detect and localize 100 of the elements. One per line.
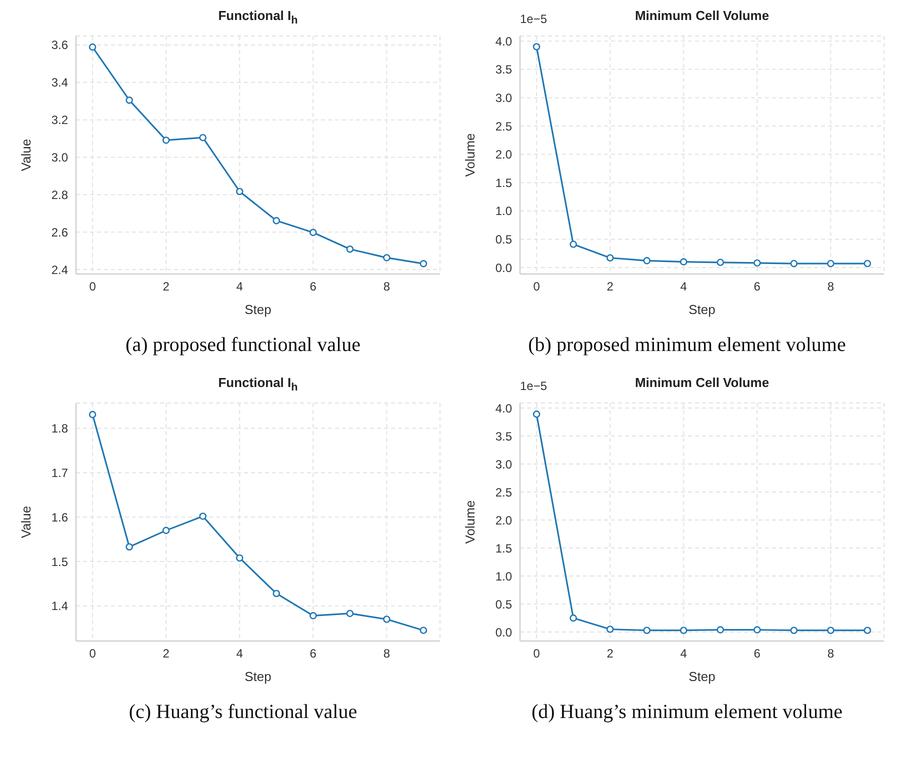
y-tick-label: 3.5 (495, 62, 512, 77)
y-tick-label: 1.0 (495, 204, 512, 218)
point (680, 258, 688, 266)
x-tick-label: 0 (89, 646, 96, 661)
point (643, 257, 650, 264)
y-tick-label: 1.5 (495, 176, 512, 190)
y-tick-label: 1.7 (51, 466, 68, 480)
point (643, 626, 650, 634)
y-tick-label: 2.6 (51, 225, 68, 240)
y-tick-label: 0.0 (495, 260, 512, 275)
point (420, 260, 428, 268)
point (236, 188, 244, 196)
y-axis-title: Volume (462, 133, 478, 177)
point (383, 254, 390, 262)
point (864, 260, 872, 268)
x-tick-label: 8 (383, 646, 390, 661)
point (532, 43, 540, 50)
x-tick-label: 4 (236, 280, 244, 294)
point (126, 543, 133, 551)
point (346, 245, 354, 253)
y-tick-label: 2.5 (495, 119, 512, 134)
x-tick-label: 4 (680, 280, 688, 294)
y-tick-label: 4.0 (495, 401, 512, 416)
text: 1e−5 (520, 379, 548, 393)
x-tick-label: 0 (89, 280, 96, 294)
y-tick-label: 0.5 (495, 597, 512, 612)
x-tick-label: 8 (827, 646, 834, 661)
text: (c) Huang’s functional value (128, 701, 358, 724)
y-tick-label: 3.2 (51, 113, 68, 128)
y-tick-label: 3.6 (51, 38, 68, 52)
point (199, 512, 206, 520)
point (162, 526, 170, 534)
y-axis-title: Value (18, 506, 34, 538)
point (864, 626, 872, 634)
y-tick-label: 2.5 (495, 485, 512, 500)
point (570, 240, 577, 248)
x-tick-label: 6 (310, 280, 317, 294)
point (310, 228, 317, 236)
x-tick-label: 0 (533, 280, 540, 294)
y-tick-label: 1.0 (495, 569, 512, 584)
point (420, 626, 428, 634)
point (383, 616, 390, 623)
point (532, 410, 540, 418)
x-tick-label: 8 (383, 280, 390, 294)
y-tick-label: 2.0 (495, 148, 512, 162)
y-tick-label: 1.6 (51, 510, 68, 524)
point (346, 610, 354, 618)
x-tick-label: 4 (680, 646, 688, 661)
y-tick-label: 0.0 (495, 625, 512, 640)
point (272, 217, 280, 224)
x-tick-label: 6 (310, 646, 317, 661)
point (606, 254, 614, 262)
point (606, 626, 614, 633)
point (754, 626, 761, 634)
point (716, 258, 724, 266)
point (88, 43, 96, 51)
point (162, 136, 170, 144)
x-axis-title: Step (244, 302, 272, 317)
chart-title: Functional I$_{h}$ (217, 8, 299, 27)
y-tick-label: 1.5 (51, 554, 68, 569)
y-axis-title: Volume (462, 500, 478, 544)
chart-title: Minimum Cell Volume (634, 375, 770, 390)
point (199, 134, 206, 142)
x-tick-label: 2 (606, 646, 614, 661)
text: (b) proposed minimum element volume (527, 334, 847, 357)
text: (d) Huang’s minimum element volume (530, 701, 844, 724)
y-tick-label: 1.4 (51, 599, 68, 614)
point (272, 590, 280, 598)
point (827, 626, 834, 634)
chart-title: Minimum Cell Volume (634, 8, 770, 23)
point (754, 259, 761, 267)
y-tick-label: 2.4 (51, 262, 68, 277)
x-axis-title: Step (688, 302, 716, 317)
y-tick-label: 3.0 (495, 90, 512, 105)
y-tick-label: 4.0 (495, 34, 512, 48)
point (680, 626, 688, 634)
point (236, 554, 244, 562)
y-tick-label: 1.5 (495, 541, 512, 556)
x-tick-label: 2 (162, 646, 170, 661)
point (310, 612, 317, 620)
x-tick-label: 6 (754, 280, 761, 294)
chart-title: Functional I$_{h}$ (217, 375, 299, 394)
text: (a) proposed functional value (124, 334, 362, 357)
x-tick-label: 6 (754, 646, 761, 661)
y-tick-label: 3.5 (495, 429, 512, 444)
point (88, 410, 96, 418)
point (790, 626, 798, 634)
y-tick-label: 3.4 (51, 76, 68, 90)
point (827, 260, 834, 268)
y-tick-label: 3.0 (495, 457, 512, 472)
x-tick-label: 8 (827, 280, 834, 294)
x-tick-label: 4 (236, 646, 244, 661)
point (570, 614, 577, 622)
x-tick-label: 2 (162, 280, 170, 294)
point (790, 260, 798, 268)
y-tick-label: 0.5 (495, 232, 512, 246)
y-tick-label: 3.0 (51, 150, 68, 165)
x-axis-title: Step (688, 669, 716, 684)
x-tick-label: 0 (533, 646, 540, 661)
y-tick-label: 2.8 (51, 188, 68, 202)
